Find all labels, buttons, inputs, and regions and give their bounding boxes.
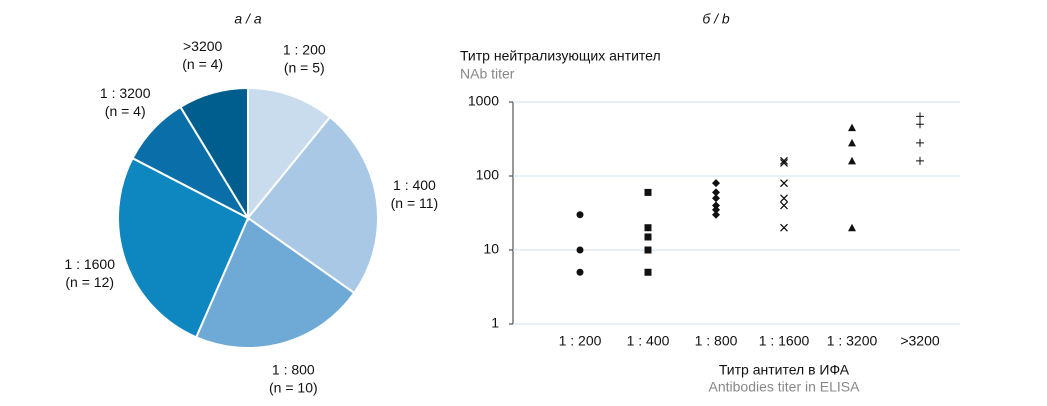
point (916, 138, 924, 147)
x-axis-label: Титр антител в ИФА (719, 362, 850, 378)
point (916, 156, 924, 165)
y-tick-label: 10 (483, 241, 499, 257)
point (644, 268, 652, 276)
x-tick-label: 1 : 800 (695, 333, 738, 349)
point (712, 201, 720, 210)
point (848, 223, 856, 232)
slice-count: (n = 4) (182, 56, 223, 72)
point (712, 194, 720, 203)
x-tick-label: 1 : 400 (627, 333, 670, 349)
y-tick-label: 1000 (468, 93, 499, 109)
y-tick-label: 100 (476, 167, 500, 183)
pie-slice (246, 115, 379, 295)
point (916, 120, 924, 129)
slice-count: (n = 11) (391, 195, 439, 211)
point (848, 156, 856, 165)
point (576, 211, 584, 219)
point (644, 188, 652, 196)
point (712, 205, 720, 214)
slice-label: >3200 (183, 38, 223, 54)
point (644, 246, 652, 254)
slice-label: 1 : 800 (272, 361, 315, 377)
point (576, 246, 584, 254)
y-tick-label: 1 (491, 315, 499, 331)
pie-slice (247, 86, 332, 221)
slice-label: 1 : 400 (393, 177, 436, 193)
point (780, 201, 788, 210)
y-axis-label-en: NAb titer (460, 66, 515, 82)
point (780, 194, 788, 203)
slice-label: 1 : 1600 (64, 256, 115, 272)
point (712, 188, 720, 197)
y-axis-label: Титр нейтрализующих антител (460, 48, 661, 64)
x-tick-label: 1 : 3200 (827, 333, 878, 349)
slice-count: (n = 10) (269, 379, 318, 395)
point (780, 156, 788, 165)
pie-slice (117, 156, 250, 339)
pie-slice (179, 86, 249, 222)
point (712, 210, 720, 219)
x-tick-label: >3200 (900, 333, 940, 349)
pie-slice (194, 216, 356, 349)
point (712, 179, 720, 188)
slice-label: 1 : 3200 (100, 85, 151, 101)
slice-count: (n = 4) (105, 103, 146, 119)
slice-count: (n = 12) (65, 274, 114, 290)
x-tick-label: 1 : 1600 (759, 333, 810, 349)
point (576, 268, 584, 276)
x-axis-label-en: Antibodies titer in ELISA (709, 379, 861, 395)
point (916, 112, 924, 121)
point (780, 223, 788, 232)
point (848, 123, 856, 132)
point (780, 179, 788, 188)
point (848, 138, 856, 147)
slice-label: 1 : 200 (283, 41, 326, 57)
chart-title: б / b (702, 11, 730, 27)
point (644, 224, 652, 232)
point (780, 159, 788, 167)
chart-title: а / a (234, 11, 261, 27)
x-tick-label: 1 : 200 (559, 333, 602, 349)
point (644, 233, 652, 241)
slice-count: (n = 5) (284, 59, 325, 75)
